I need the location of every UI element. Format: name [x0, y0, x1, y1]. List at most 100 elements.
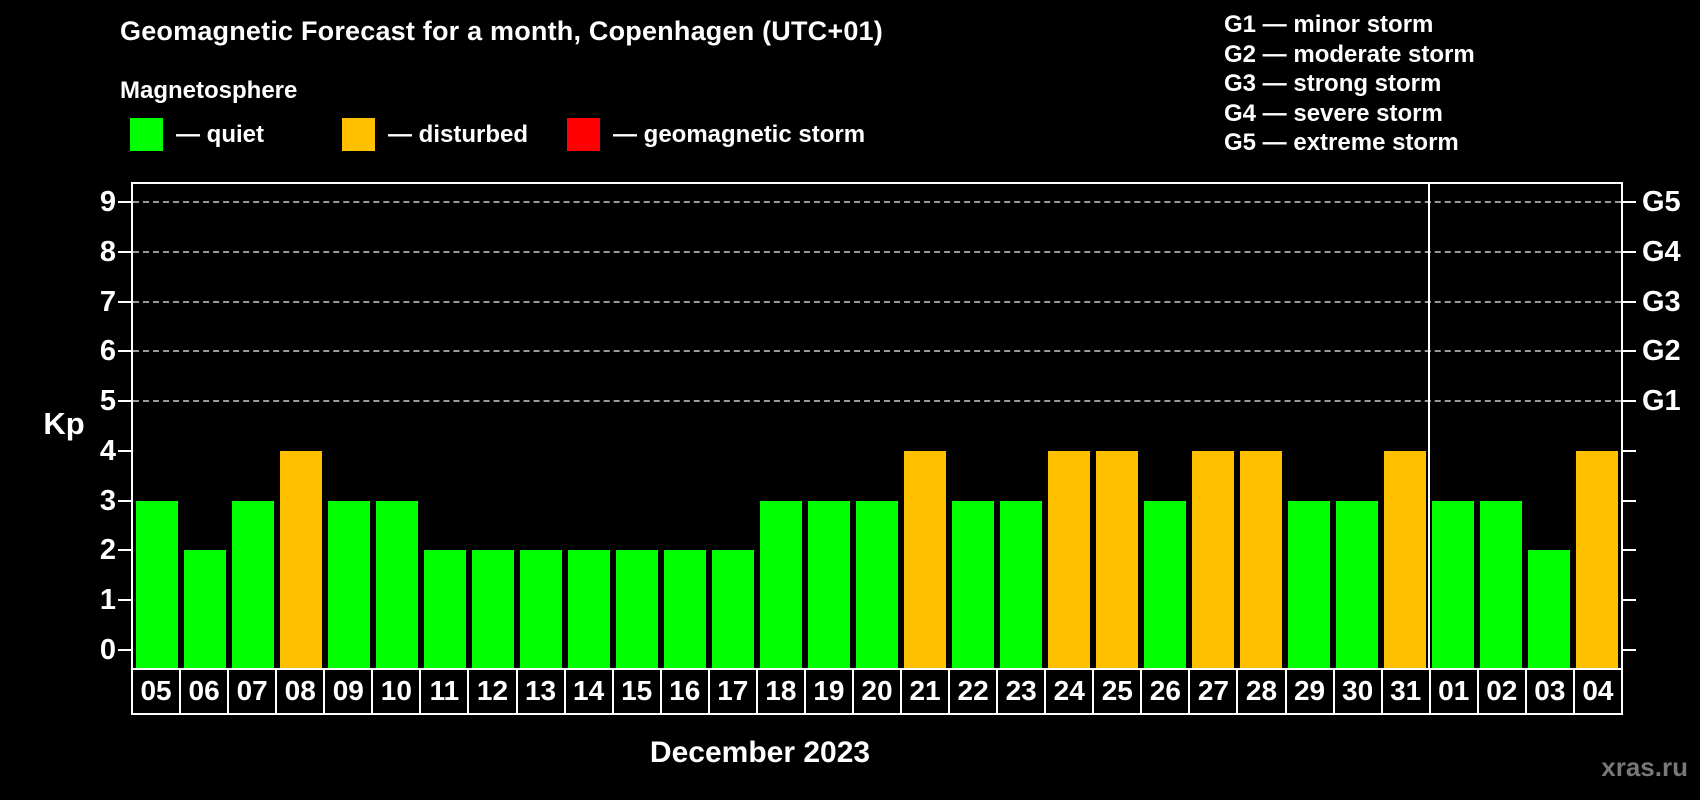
right-tick-kp-1	[1623, 599, 1636, 602]
day-label-16: 16	[659, 668, 710, 715]
right-tick-kp-6	[1623, 350, 1636, 353]
kp-bar-day-25	[1096, 450, 1138, 668]
g-legend-line-4: G4 — severe storm	[1224, 99, 1443, 127]
y-tick-label-2: 2	[99, 534, 116, 567]
day-label-07: 07	[227, 668, 278, 715]
day-label-17: 17	[707, 668, 758, 715]
kp-bar-day-20	[856, 500, 898, 668]
legend-item-storm: — geomagnetic storm	[567, 118, 865, 151]
kp-bar-day-19	[808, 500, 850, 668]
day-label-20: 20	[851, 668, 902, 715]
kp-bar-day-31	[1384, 450, 1426, 668]
day-label-02-jan: 02	[1476, 668, 1527, 715]
kp-bar-day-15	[616, 550, 658, 668]
day-label-10: 10	[371, 668, 422, 715]
kp-bar-day-03	[1528, 550, 1570, 668]
day-label-26: 26	[1140, 668, 1191, 715]
day-label-13: 13	[515, 668, 566, 715]
kp-bar-day-18	[760, 500, 802, 668]
kp-bar-day-06	[184, 550, 226, 668]
kp-bar-day-23	[1000, 500, 1042, 668]
day-label-21: 21	[900, 668, 951, 715]
kp-bar-day-07	[232, 500, 274, 668]
legend-item-disturbed: — disturbed	[342, 118, 528, 151]
g-axis-label-g2: G2	[1642, 335, 1681, 368]
x-axis-day-row: 05 06 07 08 09 10 11 12 13 14 15 16 17 18 19 20 21 22 23 24…	[131, 668, 1623, 715]
right-tick-kp-7	[1623, 300, 1636, 303]
right-tick-kp-2	[1623, 549, 1636, 552]
x-axis-title: December 2023	[649, 736, 871, 769]
g-scale-legend: G1 — minor storm G2 — moderate storm G3 — …	[1224, 10, 1475, 158]
right-tick-kp-5	[1623, 400, 1636, 403]
left-tick-kp-6	[118, 350, 131, 353]
right-tick-kp-0	[1623, 649, 1636, 651]
left-tick-kp-8	[118, 250, 131, 253]
kp-bar-day-10	[376, 500, 418, 668]
kp-bar-day-05	[136, 500, 178, 668]
left-tick-kp-4	[118, 449, 131, 452]
gridline-kp-5	[133, 400, 1621, 403]
y-axis-label: Kp	[43, 406, 85, 441]
day-label-18: 18	[755, 668, 806, 715]
right-tick-kp-9	[1623, 201, 1636, 203]
day-label-29: 29	[1284, 668, 1335, 715]
kp-bar-day-29	[1288, 500, 1330, 668]
g-legend-line-3: G3 — strong storm	[1224, 70, 1442, 97]
gridline-kp-6	[133, 350, 1621, 353]
day-label-06: 06	[179, 668, 230, 715]
kp-bar-day-04	[1576, 450, 1618, 668]
watermark: xras.ru	[1601, 752, 1688, 782]
day-label-08: 08	[275, 668, 326, 715]
left-tick-kp-5	[118, 400, 131, 403]
legend-label-storm: — geomagnetic storm	[613, 120, 866, 148]
right-tick-kp-4	[1623, 449, 1636, 452]
g-axis-label-g3: G3	[1642, 285, 1681, 318]
left-tick-kp-3	[118, 499, 131, 502]
day-label-23: 23	[996, 668, 1047, 715]
day-label-24: 24	[1044, 668, 1095, 715]
kp-bar-day-27	[1192, 450, 1234, 668]
left-tick-kp-2	[118, 549, 131, 552]
y-tick-label-0: 0	[99, 634, 116, 666]
day-label-05: 05	[131, 668, 182, 715]
kp-bar-day-21	[904, 450, 946, 668]
legend-label-disturbed: — disturbed	[388, 120, 529, 148]
kp-bar-day-28	[1240, 450, 1282, 668]
gridline-kp-8	[133, 250, 1621, 253]
g-legend-line-5: G5 — extreme storm	[1224, 129, 1459, 156]
day-label-30: 30	[1332, 668, 1383, 715]
kp-bar-day-30	[1336, 500, 1378, 668]
left-tick-kp-1	[118, 599, 131, 602]
day-label-19: 19	[803, 668, 854, 715]
quiet-color-swatch	[130, 118, 163, 151]
kp-bar-day-02	[1480, 500, 1522, 668]
kp-bar-day-14	[568, 550, 610, 668]
day-label-15: 15	[611, 668, 662, 715]
y-tick-label-1: 1	[99, 584, 116, 617]
y-tick-label-3: 3	[99, 484, 116, 517]
kp-bar-day-17	[712, 550, 754, 668]
day-label-25: 25	[1092, 668, 1143, 715]
right-tick-kp-3	[1623, 499, 1636, 502]
day-label-28: 28	[1236, 668, 1287, 715]
disturbed-color-swatch	[342, 118, 375, 151]
kp-bar-day-01	[1432, 500, 1474, 668]
plot-area	[118, 182, 1636, 670]
g-axis-label-g1: G1	[1642, 385, 1681, 418]
left-tick-kp-9	[118, 201, 131, 203]
legend-label-quiet: — quiet	[176, 120, 264, 148]
storm-color-swatch	[567, 118, 600, 151]
y-tick-label-8: 8	[99, 235, 116, 268]
g-axis-label-g4: G4	[1642, 235, 1681, 268]
kp-bar-day-26	[1144, 500, 1186, 668]
day-label-11: 11	[419, 668, 470, 715]
g-legend-line-2: G2 — moderate storm	[1224, 40, 1475, 68]
y-tick-label-7: 7	[99, 285, 116, 318]
right-tick-kp-8	[1623, 250, 1636, 253]
g-legend-line-1: G1 — minor storm	[1224, 11, 1434, 38]
gridline-kp-7	[133, 300, 1621, 303]
y-tick-label-5: 5	[99, 385, 116, 418]
chart-subtitle: Magnetosphere	[120, 77, 298, 104]
day-label-27: 27	[1188, 668, 1239, 715]
